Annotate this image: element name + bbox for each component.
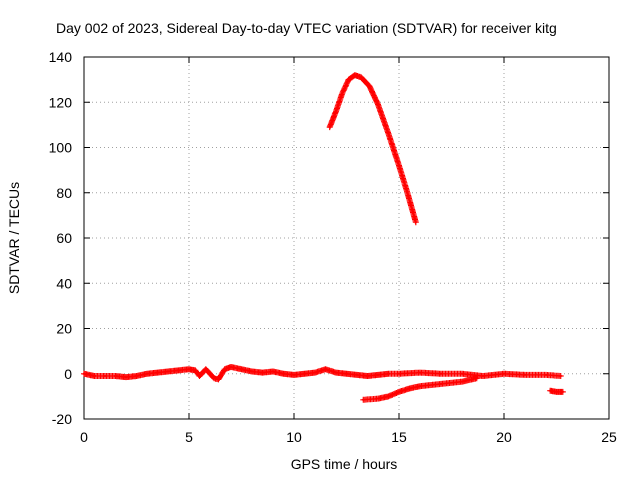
data-point: [324, 368, 327, 371]
data-point: [223, 368, 226, 371]
data-point: [217, 378, 220, 381]
data-point: [481, 374, 485, 378]
series-main-markers: [81, 364, 564, 383]
data-point: [345, 372, 348, 375]
x-tick-label: 10: [286, 429, 302, 445]
data-point: [360, 76, 363, 79]
y-tick-label: 120: [49, 94, 73, 110]
plot-frame: [83, 56, 610, 420]
x-tick-labels: 0 5 10 15 20 25: [80, 429, 617, 445]
data-point: [559, 374, 562, 378]
series-peak-markers: [326, 72, 419, 226]
data-point: [93, 374, 96, 378]
data-point: [523, 373, 527, 377]
data-point: [334, 371, 338, 374]
data-point: [460, 380, 464, 383]
data-point: [544, 373, 548, 377]
data-point: [187, 368, 191, 371]
data-point: [282, 372, 285, 375]
data-point: [204, 368, 207, 371]
data-point: [328, 125, 331, 129]
data-point: [502, 372, 506, 375]
data-point: [408, 387, 411, 390]
y-tick-label: 100: [49, 140, 73, 156]
grid-lines: [84, 57, 609, 419]
data-point: [387, 372, 390, 375]
data-point: [414, 220, 417, 224]
data-point: [271, 370, 275, 373]
data-point: [250, 370, 254, 373]
data-point: [418, 384, 422, 388]
data-point: [376, 103, 380, 106]
data-point: [135, 374, 138, 378]
data-point: [406, 191, 409, 194]
data-point: [387, 395, 390, 398]
data-point: [397, 372, 401, 375]
data-point: [368, 85, 371, 88]
y-tick-label: 0: [64, 366, 72, 382]
data-point: [103, 374, 107, 378]
data-point: [355, 373, 359, 377]
data-point: [261, 371, 264, 374]
x-tick-label: 25: [601, 429, 617, 445]
data-point: [292, 373, 296, 377]
data-point: [303, 372, 306, 375]
y-tick-labels: -20 0 20 40 60 80 100 120 140: [49, 49, 73, 427]
y-tick-label: 20: [56, 321, 72, 337]
x-tick-label: 20: [496, 429, 512, 445]
data-point: [366, 374, 369, 378]
data-point: [376, 397, 380, 400]
data-point: [362, 398, 365, 401]
data-point: [114, 374, 117, 378]
data-point: [166, 370, 170, 373]
chart-title: Day 002 of 2023, Sidereal Day-to-day VTE…: [56, 20, 557, 36]
tick-marks: [83, 56, 610, 420]
data-point: [240, 368, 243, 371]
data-point: [124, 375, 128, 379]
data-point: [555, 390, 558, 394]
data-point: [194, 369, 197, 372]
data-point: [334, 110, 338, 113]
data-series: [81, 72, 566, 403]
data-point: [561, 390, 564, 394]
data-point: [82, 372, 86, 375]
data-point: [156, 371, 159, 374]
x-tick-label: 0: [80, 429, 88, 445]
data-point: [460, 372, 464, 375]
x-axis-label: GPS time / hours: [291, 456, 398, 472]
data-point: [475, 377, 478, 380]
y-tick-label: 60: [56, 230, 72, 246]
data-point: [341, 92, 344, 95]
data-point: [439, 372, 443, 375]
data-point: [418, 371, 422, 374]
data-point: [313, 371, 317, 374]
data-point: [213, 377, 216, 380]
data-point: [208, 372, 212, 375]
data-point: [177, 369, 180, 372]
y-tick-label: 80: [56, 185, 72, 201]
data-point: [387, 132, 390, 136]
y-tick-label: -20: [52, 411, 72, 427]
data-point: [376, 373, 380, 377]
data-point: [397, 390, 401, 394]
data-point: [439, 382, 443, 386]
y-axis-label: SDTVAR / TECUs: [6, 182, 22, 294]
data-point: [229, 365, 233, 369]
x-tick-label: 15: [391, 429, 407, 445]
data-point: [397, 164, 401, 167]
data-point: [353, 73, 357, 77]
data-point: [347, 78, 350, 81]
data-point: [549, 389, 552, 392]
y-tick-label: 40: [56, 275, 72, 291]
data-point: [145, 372, 149, 375]
x-tick-label: 5: [185, 429, 193, 445]
y-tick-label: 140: [49, 49, 73, 65]
data-point: [198, 374, 201, 378]
